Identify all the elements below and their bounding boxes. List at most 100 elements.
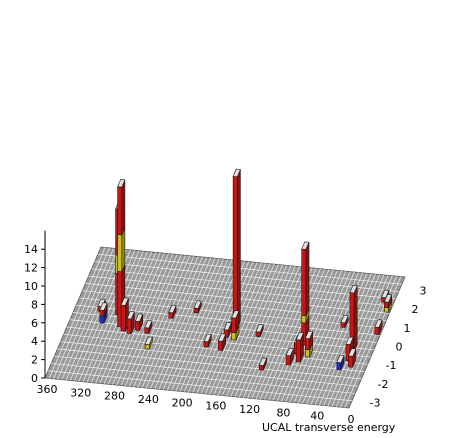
z-axis: 0 2 4 6 8 10 12 14 (24, 230, 46, 385)
tower-segment-red (258, 364, 264, 371)
energy-tower (120, 297, 129, 332)
eta-tick-label: -1 (386, 359, 397, 372)
tower-segment-yellow (117, 234, 123, 273)
tower-top (117, 179, 126, 188)
tower-segment-red (340, 322, 346, 328)
tower-segment-red (168, 312, 174, 319)
energy-tower (193, 300, 202, 314)
tower-top (193, 300, 202, 309)
tower-top (217, 333, 227, 342)
floor-grid-line-eta (51, 363, 356, 394)
tower-side-red (305, 242, 310, 316)
tower-segment-red (374, 326, 380, 336)
tower-segment-red (144, 327, 150, 334)
tower-top (340, 314, 349, 324)
energy-tower (340, 314, 349, 328)
tower-segment-red (255, 331, 261, 338)
tower-segment-yellow (144, 343, 150, 350)
energy-tower (232, 168, 241, 329)
tower-segment-yellow (304, 349, 310, 358)
energy-tower (336, 354, 345, 371)
energy-tower (304, 330, 314, 358)
tower-top (348, 348, 357, 357)
energy-tower (258, 357, 268, 371)
tower-segment-yellow (231, 332, 237, 341)
energy-tower (217, 333, 227, 351)
tower-segment-blue (336, 361, 342, 371)
energy-tower (134, 313, 144, 332)
z-tick-label: 8 (31, 298, 38, 311)
tower-segment-red (193, 307, 199, 314)
tower-top (301, 241, 310, 250)
tower-segment-red (348, 355, 354, 368)
floor-grid-line-eta (91, 268, 396, 300)
phi-tick-label: 280 (104, 390, 125, 403)
floor-grid-line-eta (48, 370, 353, 402)
phi-tick-label: 200 (172, 396, 193, 409)
eta-tick-label: 0 (396, 341, 403, 354)
z-tick-label: 10 (24, 280, 38, 293)
phi-tick-label: 240 (138, 393, 159, 406)
energy-tower (255, 324, 264, 338)
eta-tick-label: 1 (404, 322, 411, 335)
tower-segment-red (231, 317, 237, 334)
energy-tower (348, 348, 357, 368)
tower-top (255, 324, 264, 333)
phi-tick-label: 160 (205, 400, 226, 413)
tower-top (231, 310, 240, 319)
tower-segment-red (232, 176, 238, 329)
phi-tick-label: 80 (276, 406, 290, 419)
tower-top (120, 297, 129, 306)
tower-top (232, 168, 241, 178)
tower-segment-red (117, 186, 123, 236)
tower-segment-red (384, 301, 389, 309)
tower-side-red (121, 179, 126, 236)
energy-tower (203, 333, 212, 348)
tower-top (203, 333, 212, 343)
energy-tower (285, 347, 294, 366)
tower-segment-red (301, 248, 307, 317)
energy-tower (301, 241, 310, 346)
energy-tower (144, 319, 153, 334)
x-axis-title: UCAL transverse energy (262, 421, 396, 434)
tower-segment-yellow (301, 314, 307, 324)
eta-tick-label: 2 (412, 303, 419, 316)
energy-tower (231, 310, 240, 341)
tower-segment-red (285, 355, 291, 366)
z-tick-label: 12 (24, 262, 38, 275)
tower-segment-red (304, 338, 310, 351)
tower-top (144, 319, 153, 329)
z-tick-label: 2 (31, 354, 38, 367)
tower-top (134, 313, 144, 322)
floor-grid-line-eta (60, 341, 365, 372)
floor-grid-line-eta (79, 297, 384, 329)
phi-tick-label: 320 (70, 386, 91, 399)
floor-grid-line-eta (94, 261, 399, 292)
floor-grid-line-eta (57, 348, 362, 380)
tower-top (349, 284, 358, 294)
z-tick-label: 0 (31, 372, 38, 385)
tower-top (285, 347, 294, 357)
phi-tick-label: 120 (239, 403, 260, 416)
tower-segment-red (126, 318, 132, 335)
tower-segment-red (99, 309, 105, 317)
tower-top (99, 302, 108, 311)
eta-tick-label: 3 (420, 284, 427, 297)
energy-tower (144, 336, 153, 350)
z-tick-label: 4 (31, 335, 38, 348)
tower-top (304, 330, 314, 340)
tower-side-red (353, 285, 358, 352)
tower-segment-red (295, 339, 301, 363)
tower-segment-red (218, 340, 223, 351)
tower-top (168, 304, 177, 314)
energy-tower (168, 304, 177, 319)
tower-top (336, 354, 345, 364)
phi-tick-label: 360 (37, 383, 58, 396)
tower-side-red (237, 169, 241, 329)
tower-top (374, 319, 383, 328)
energy-tower (117, 179, 126, 328)
tower-segment-red (135, 320, 140, 332)
tower-top (258, 357, 268, 366)
